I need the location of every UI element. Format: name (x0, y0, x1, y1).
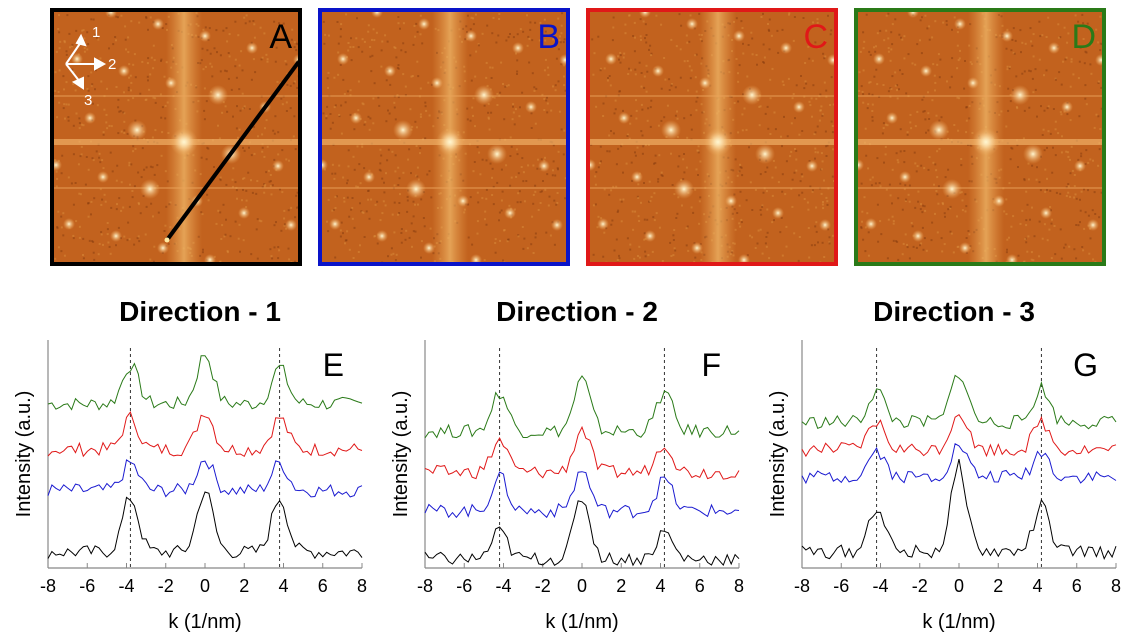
x-tick-label: 6 (1072, 576, 1082, 596)
series-line-0 (424, 375, 740, 439)
x-tick-label: -4 (872, 576, 888, 596)
y-axis-label: Intensity (a.u.) (767, 391, 789, 518)
x-tick-label: -4 (118, 576, 134, 596)
x-tick-label: -8 (794, 576, 810, 596)
panel-label: G (1073, 347, 1098, 383)
x-tick-label: 8 (357, 576, 367, 596)
x-tick-label: 0 (577, 576, 587, 596)
x-tick-label: -8 (417, 576, 433, 596)
x-tick-label: 4 (655, 576, 665, 596)
panel-label-b: B (537, 18, 560, 56)
direction-label-2: 2 (108, 56, 117, 73)
x-tick-label: 6 (695, 576, 705, 596)
line-profile-chart-e: -8 -6 -4 -2 0 2 4 6 8 k (1/nm) Intensity (a.u.) E (13, 340, 367, 633)
series-line-2 (47, 459, 363, 498)
plot-title-direction-1: Direction - 1 (119, 296, 281, 327)
x-tick-label: -2 (158, 576, 174, 596)
fft-pattern-a (54, 12, 298, 262)
series-line-2 (424, 471, 740, 519)
series-line-0 (47, 355, 363, 411)
panel-label-a: A (269, 18, 292, 56)
panel-label: F (701, 347, 721, 383)
series-line-3 (47, 491, 363, 560)
x-tick-label: 0 (200, 576, 210, 596)
x-tick-label: 8 (1111, 576, 1121, 596)
fft-panel-a: 1 2 3 A (50, 8, 302, 266)
line-profile-chart-f: -8 -6 -4 -2 0 2 4 6 8 k (1/nm) Intensity (a.u.) F (390, 340, 744, 633)
x-tick-label: -6 (79, 576, 95, 596)
direction-label-3: 3 (84, 92, 93, 109)
fft-panel-c: C (586, 8, 838, 266)
x-tick-label: 2 (616, 576, 626, 596)
panel-label-d: D (1071, 18, 1096, 56)
x-tick-label: -8 (40, 576, 56, 596)
series-line-1 (47, 411, 363, 458)
panel-label: E (323, 347, 344, 383)
fft-panel-d: D (854, 8, 1106, 266)
x-tick-label: 2 (993, 576, 1003, 596)
x-tick-label: -2 (912, 576, 928, 596)
x-tick-label: 2 (239, 576, 249, 596)
x-tick-label: 4 (1032, 576, 1042, 596)
direction-arrows-icon (65, 33, 107, 90)
x-tick-label: 6 (318, 576, 328, 596)
series-line-1 (801, 414, 1117, 458)
fft-panel-b: B (318, 8, 570, 266)
x-tick-label: -6 (456, 576, 472, 596)
plot-title-direction-2: Direction - 2 (496, 296, 658, 327)
series-line-1 (424, 425, 740, 480)
line-profile-overlay (65, 33, 298, 243)
fft-pattern-d (858, 12, 1102, 262)
series-line-3 (801, 458, 1117, 560)
x-axis-label: k (1/nm) (545, 611, 618, 633)
y-axis-label: Intensity (a.u.) (13, 391, 35, 518)
x-tick-label: -6 (833, 576, 849, 596)
series-line-2 (801, 443, 1117, 485)
x-axis-label: k (1/nm) (168, 611, 241, 633)
plot-title-direction-3: Direction - 3 (873, 296, 1035, 327)
direction-label-1: 1 (92, 24, 101, 41)
x-tick-label: -2 (535, 576, 551, 596)
x-axis-label: k (1/nm) (922, 611, 995, 633)
x-tick-label: 0 (954, 576, 964, 596)
x-tick-label: 8 (734, 576, 744, 596)
x-tick-label: 4 (278, 576, 288, 596)
line-profile-chart-g: -8 -6 -4 -2 0 2 4 6 8 k (1/nm) Intensity (a.u.) G (767, 340, 1121, 633)
series-line-0 (801, 374, 1117, 430)
panel-label-c: C (803, 18, 828, 56)
series-line-3 (424, 500, 740, 567)
x-tick-label: -4 (495, 576, 511, 596)
y-axis-label: Intensity (a.u.) (390, 391, 412, 518)
fft-pattern-b (322, 12, 566, 262)
fft-pattern-c (590, 12, 834, 262)
